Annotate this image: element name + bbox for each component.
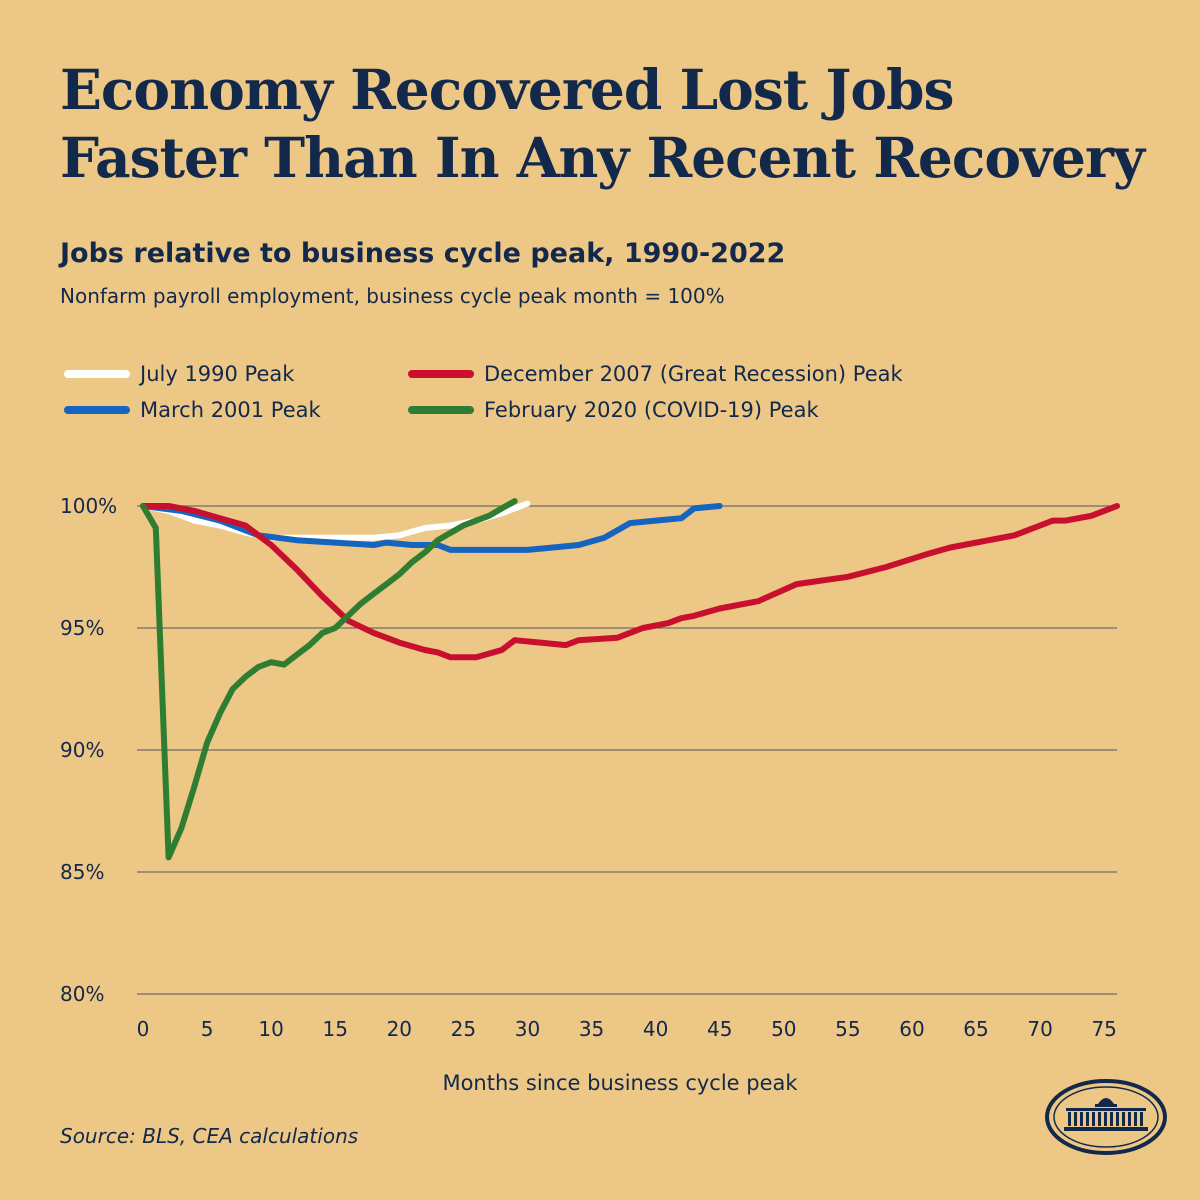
x-tick-label-75: 75 [1091, 1017, 1116, 1041]
x-tick-label-5: 5 [201, 1017, 214, 1041]
x-tick-label-60: 60 [899, 1017, 924, 1041]
y-tick-label-90: 90% [60, 738, 104, 762]
y-tick-label-85: 85% [60, 860, 104, 884]
x-tick-label-50: 50 [771, 1017, 796, 1041]
x-axis-label: Months since business cycle peak [442, 1071, 798, 1095]
x-tick-label-70: 70 [1027, 1017, 1052, 1041]
legend-swatch-february-2020 [408, 406, 474, 414]
white-house-seal-icon [1045, 1079, 1167, 1155]
legend-label-february-2020: February 2020 (COVID-19) Peak [484, 398, 819, 422]
legend-item-march-2001: March 2001 Peak [64, 398, 321, 422]
x-tick-label-10: 10 [258, 1017, 283, 1041]
x-tick-label-0: 0 [137, 1017, 150, 1041]
x-tick-label-15: 15 [323, 1017, 348, 1041]
chart-note: Nonfarm payroll employment, business cyc… [60, 284, 725, 308]
y-tick-label-95: 95% [60, 616, 104, 640]
y-tick-label-80: 80% [60, 982, 104, 1006]
x-tick-label-20: 20 [387, 1017, 412, 1041]
legend-item-february-2020: February 2020 (COVID-19) Peak [408, 398, 819, 422]
legend-label-july-1990: July 1990 Peak [140, 362, 295, 386]
x-tick-label-30: 30 [515, 1017, 540, 1041]
legend-label-march-2001: March 2001 Peak [140, 398, 321, 422]
x-tick-label-65: 65 [963, 1017, 988, 1041]
series-line-march-2001-peak [140, 503, 723, 553]
legend-item-july-1990: July 1990 Peak [64, 362, 294, 386]
legend-swatch-december-2007 [408, 370, 474, 378]
chart-subtitle: Jobs relative to business cycle peak, 19… [60, 238, 786, 269]
legend-item-december-2007: December 2007 (Great Recession) Peak [408, 362, 903, 386]
series-line-december-2007-great-recession-peak [140, 503, 1120, 661]
x-tick-label-35: 35 [579, 1017, 604, 1041]
x-tick-label-45: 45 [707, 1017, 732, 1041]
legend-swatch-march-2001 [64, 406, 130, 414]
chart-title-line-2: Faster Than In Any Recent Recovery [60, 125, 1145, 190]
legend-label-december-2007: December 2007 (Great Recession) Peak [484, 362, 903, 386]
x-tick-label-40: 40 [643, 1017, 668, 1041]
source-note: Source: BLS, CEA calculations [60, 1124, 359, 1148]
legend-swatch-july-1990 [64, 370, 130, 378]
x-tick-label-55: 55 [835, 1017, 860, 1041]
y-tick-label-100: 100% [60, 494, 117, 518]
chart-title-line-1: Economy Recovered Lost Jobs [60, 57, 954, 122]
series-line-february-2020-covid-19-peak [140, 498, 518, 861]
chart-title: Economy Recovered Lost Jobs Faster Than … [60, 56, 1145, 192]
x-tick-label-25: 25 [451, 1017, 476, 1041]
